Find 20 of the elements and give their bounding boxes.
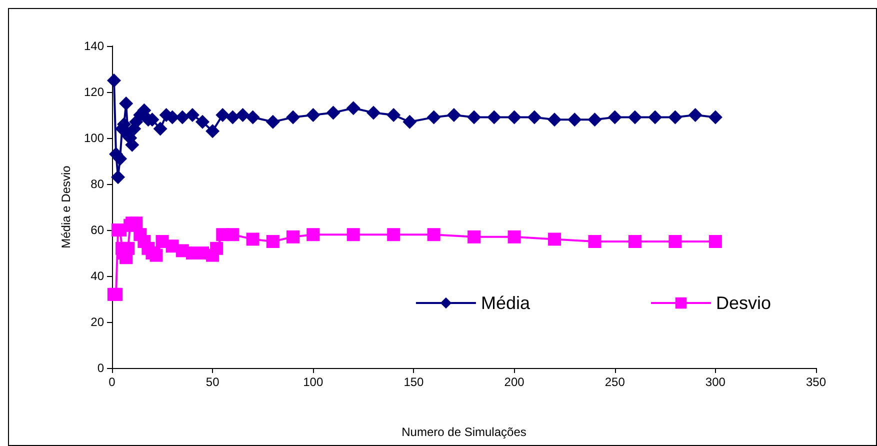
x-tick-label: 350 <box>806 375 826 389</box>
x-tick-label: 250 <box>604 375 626 389</box>
x-tick-label: 150 <box>404 375 424 389</box>
legend-label: Desvio <box>716 293 772 313</box>
y-tick-label: 40 <box>90 269 104 283</box>
x-tick-label: 0 <box>108 375 116 389</box>
y-tick-label: 140 <box>84 39 104 53</box>
x-tick-label: 100 <box>303 375 324 389</box>
y-tick-label: 20 <box>90 315 104 329</box>
x-tick-label: 50 <box>206 375 220 389</box>
y-tick-label: 120 <box>84 85 104 99</box>
x-axis-title: Numero de Simulações <box>402 425 526 439</box>
y-tick-label: 60 <box>90 223 104 237</box>
y-axis-title: Média e Desvio <box>59 165 73 248</box>
y-tick-label: 80 <box>90 177 104 191</box>
x-tick-label: 300 <box>705 375 726 389</box>
legend-label: Média <box>480 293 531 313</box>
x-tick-label: 200 <box>504 375 525 389</box>
y-tick-label: 100 <box>84 131 104 145</box>
y-tick-label: 0 <box>97 361 104 375</box>
